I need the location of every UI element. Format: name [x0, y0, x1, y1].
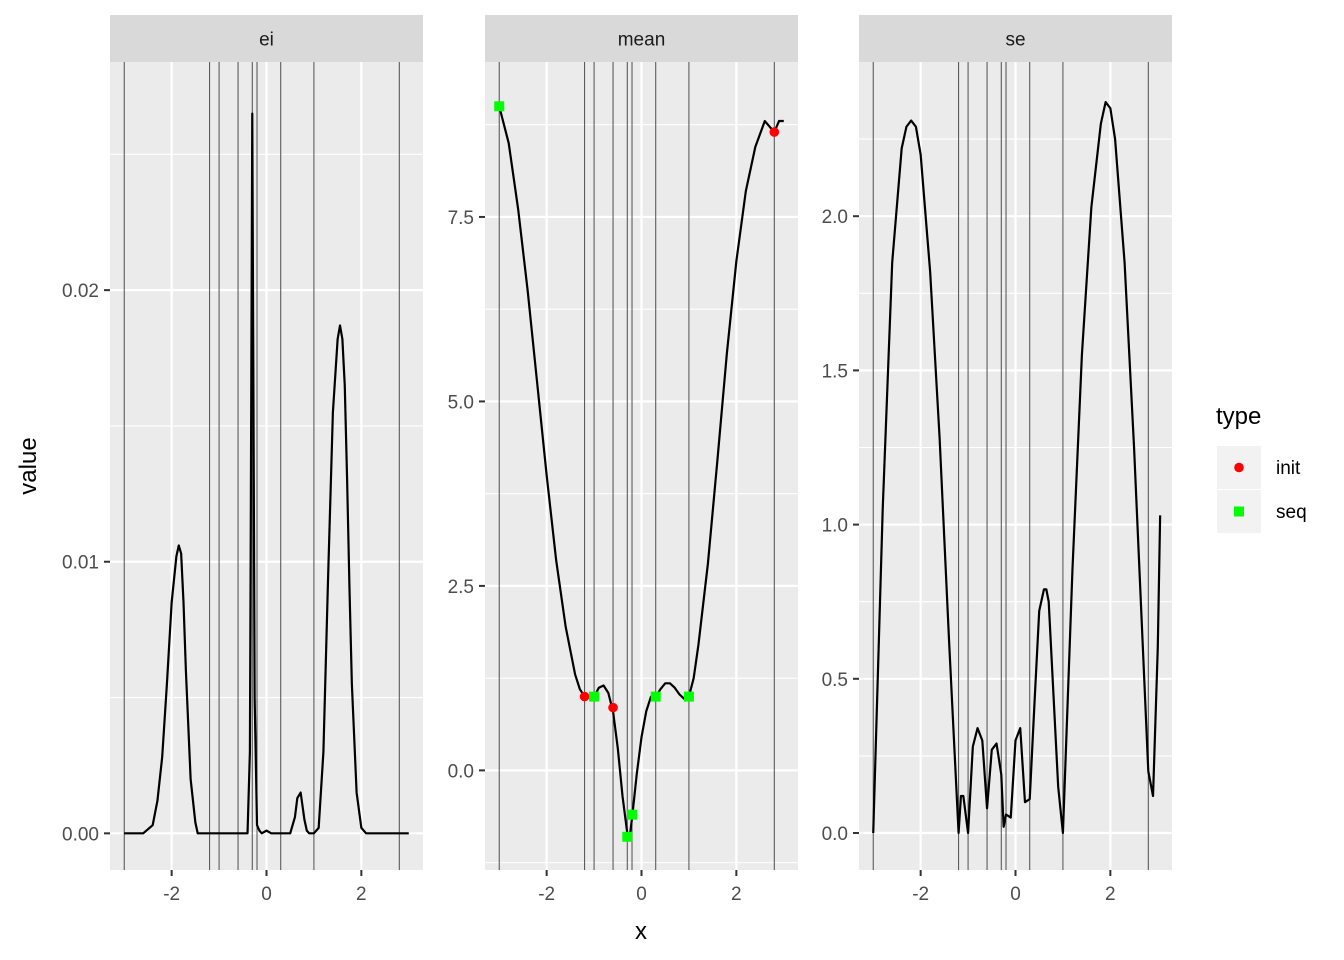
facet-ei: ei 0.00 0.01 0.02 -2 0 2: [62, 15, 423, 905]
legend-marker-init: [1234, 462, 1244, 473]
series-line: [124, 112, 409, 835]
legend-label-init: init: [1276, 458, 1301, 479]
y-tick-label: 0.01: [62, 553, 99, 574]
point-seq: [683, 691, 694, 702]
point-seq: [622, 831, 633, 842]
legend-marker-seq: [1234, 506, 1244, 517]
x-tick-label: -2: [538, 884, 555, 905]
y-tick-label: 2.5: [448, 577, 474, 598]
point-init: [579, 691, 590, 702]
y-tick-label: 1.0: [822, 516, 848, 537]
y-tick-label: 5.0: [448, 392, 474, 413]
x-tick-label: 0: [636, 884, 647, 905]
y-tick-label: 7.5: [448, 208, 474, 229]
facet-strip: [485, 15, 798, 62]
y-tick-label: 0.02: [62, 281, 99, 302]
y-tick-label: 0.00: [62, 824, 99, 845]
x-tick-label: -2: [163, 884, 180, 905]
x-tick-label: 2: [356, 884, 367, 905]
x-tick-label: 2: [731, 884, 742, 905]
facet-strip-label: mean: [618, 30, 666, 51]
facet-strip-label: ei: [259, 30, 274, 51]
series-line: [872, 100, 1162, 835]
y-axis-title: value: [15, 437, 42, 494]
legend: type init seq: [1216, 403, 1307, 533]
x-tick-label: -2: [912, 884, 929, 905]
point-seq: [627, 809, 638, 820]
y-tick-label: 0.0: [822, 824, 848, 845]
facet-se: se 0.0 0.5 1.0 1.5 2.0 -2 0 2: [822, 15, 1172, 905]
legend-title: type: [1216, 403, 1261, 430]
point-seq: [494, 101, 505, 112]
legend-label-seq: seq: [1276, 502, 1307, 523]
point-seq: [650, 691, 661, 702]
y-tick-label: 0.0: [448, 761, 474, 782]
point-init: [608, 702, 618, 713]
facet-strip: [110, 15, 423, 62]
x-tick-label: 2: [1105, 884, 1116, 905]
point-init: [769, 127, 780, 137]
series-line: [498, 105, 784, 838]
facet-strip-label: se: [1005, 30, 1025, 51]
facet-strip: [859, 15, 1172, 62]
y-tick-label: 0.5: [822, 670, 848, 691]
x-tick-label: 0: [1010, 884, 1021, 905]
x-axis-title: x: [635, 918, 647, 945]
point-seq: [589, 691, 600, 702]
y-tick-label: 2.0: [822, 207, 848, 228]
x-tick-label: 0: [261, 884, 272, 905]
facet-mean: mean 0.0 2.5 5.0 7.5 -2 0 2: [448, 15, 798, 905]
y-tick-label: 1.5: [822, 361, 848, 382]
